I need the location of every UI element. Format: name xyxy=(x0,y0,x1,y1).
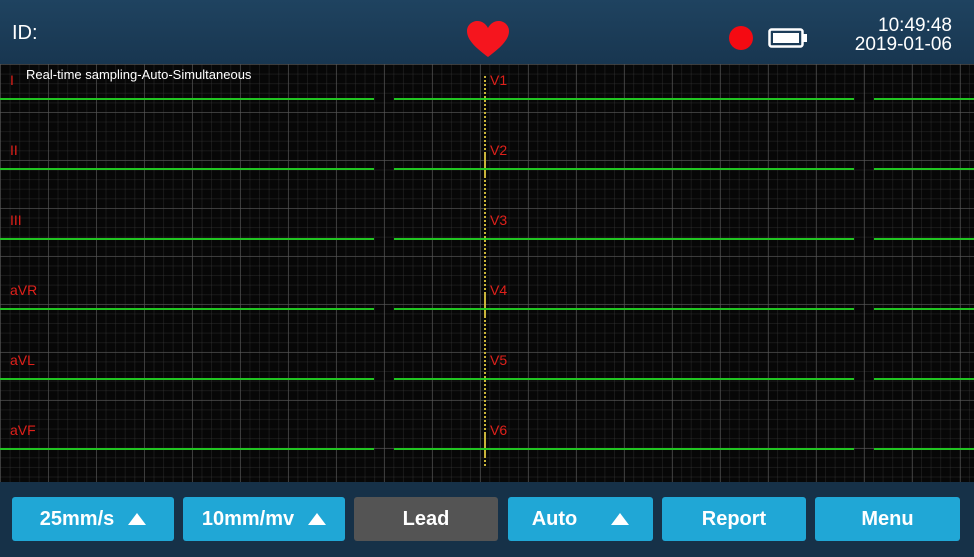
calibration-mark xyxy=(484,364,486,386)
trace-v4-tail xyxy=(874,308,974,310)
sampling-mode-text: Real-time sampling-Auto-Simultaneous xyxy=(26,67,252,82)
bottom-button-bar: 25mm/s 10mm/mv Lead Auto Report Menu xyxy=(0,482,974,557)
lead-label-v2: V2 xyxy=(490,142,508,158)
gain-button[interactable]: 10mm/mv xyxy=(183,497,345,541)
lead-button[interactable]: Lead xyxy=(354,497,498,541)
auto-button[interactable]: Auto xyxy=(508,497,653,541)
heart-icon xyxy=(467,21,509,57)
lead-label-avl: aVL xyxy=(10,352,35,368)
column-divider xyxy=(484,76,486,466)
trace-v5 xyxy=(394,378,854,380)
date-display: 2019-01-06 xyxy=(854,34,952,55)
trace-v4 xyxy=(394,308,854,310)
trace-avl xyxy=(0,378,374,380)
lead-label-ii: II xyxy=(10,142,18,158)
lead-label-avf: aVF xyxy=(10,422,36,438)
lead-label-v5: V5 xyxy=(490,352,508,368)
calibration-mark xyxy=(484,434,486,456)
trace-v3-tail xyxy=(874,238,974,240)
trace-v6-tail xyxy=(874,448,974,450)
report-button[interactable]: Report xyxy=(662,497,806,541)
trace-v5-tail xyxy=(874,378,974,380)
clock: 10:49:48 2019-01-06 xyxy=(832,16,952,54)
lead-label-iii: III xyxy=(10,212,22,228)
menu-button[interactable]: Menu xyxy=(815,497,960,541)
lead-label: Lead xyxy=(402,507,450,530)
trace-avr xyxy=(0,308,374,310)
triangle-up-icon xyxy=(611,513,630,525)
speed-button[interactable]: 25mm/s xyxy=(12,497,174,541)
auto-label: Auto xyxy=(531,507,578,530)
trace-v1 xyxy=(394,98,854,100)
report-label: Report xyxy=(701,507,767,530)
ecg-waveform-area: Real-time sampling-Auto-Simultaneous I I… xyxy=(0,64,974,482)
gain-label: 10mm/mv xyxy=(201,507,295,530)
time-display: 10:49:48 xyxy=(878,15,952,36)
trace-i xyxy=(0,98,374,100)
trace-v1-tail xyxy=(874,98,974,100)
trace-ii xyxy=(0,168,374,170)
lead-label-v3: V3 xyxy=(490,212,508,228)
lead-label-v4: V4 xyxy=(490,282,508,298)
triangle-up-icon xyxy=(308,513,327,525)
calibration-mark xyxy=(484,84,486,106)
calibration-mark xyxy=(484,154,486,176)
lead-label-v6: V6 xyxy=(490,422,508,438)
calibration-mark xyxy=(484,224,486,246)
trace-iii xyxy=(0,238,374,240)
trace-v2 xyxy=(394,168,854,170)
status-bar: ID: 10:49:48 2019-01-06 xyxy=(0,0,974,64)
lead-label-i: I xyxy=(10,72,14,88)
record-dot-icon xyxy=(729,26,753,50)
lead-label-avr: aVR xyxy=(10,282,38,298)
battery-icon xyxy=(768,28,807,48)
speed-label: 25mm/s xyxy=(39,507,115,530)
trace-v2-tail xyxy=(874,168,974,170)
patient-id-label: ID: xyxy=(12,22,38,44)
trace-v3 xyxy=(394,238,854,240)
lead-label-v1: V1 xyxy=(490,72,508,88)
menu-label: Menu xyxy=(861,507,914,530)
trace-v6 xyxy=(394,448,854,450)
calibration-mark xyxy=(484,294,486,316)
triangle-up-icon xyxy=(128,513,147,525)
trace-avf xyxy=(0,448,374,450)
